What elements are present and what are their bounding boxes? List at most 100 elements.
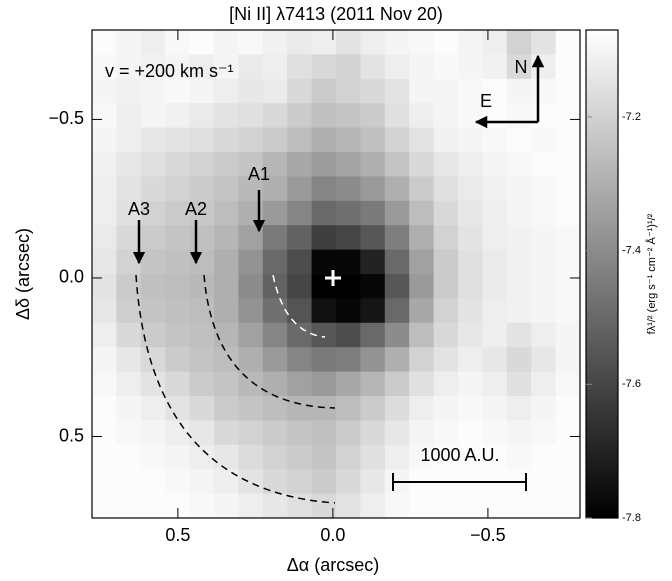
pixel [238,469,264,495]
pixel [238,396,264,421]
pixel [433,152,459,177]
pixel [92,78,117,104]
pixel [287,176,313,202]
pixel [336,78,361,104]
pixel [116,298,142,324]
pixel [140,249,166,275]
pixel [506,152,532,177]
pixel [458,176,483,202]
pixel [384,176,410,202]
pixel [287,493,313,519]
pixel [555,152,581,177]
pixel [555,249,581,275]
pixel [287,420,313,446]
pixel [384,347,410,373]
pixel [165,225,191,251]
pixel [506,322,532,348]
pixel [506,493,532,519]
pixel [140,371,166,397]
pixel [409,200,435,226]
pixel [214,176,239,202]
pixel [140,78,166,104]
pixel [311,444,337,470]
pixel [384,274,410,299]
pixel [384,54,410,80]
pixel [482,396,508,421]
pixel [433,200,459,226]
pixel [165,322,191,348]
pixel [506,30,532,55]
pixel [555,176,581,202]
pixel [287,322,313,348]
pixel [555,322,581,348]
pixel [92,322,117,348]
pixel [555,103,581,129]
pixel [116,176,142,202]
pixel [360,322,386,348]
pixel [360,103,386,129]
pixel [506,78,532,104]
pixel [140,152,166,177]
pixel [555,200,581,226]
pixel [165,298,191,324]
x-tick-label: 0.0 [320,525,345,545]
pixel [140,298,166,324]
pixel [189,322,215,348]
pixel [458,371,483,397]
pixel [433,127,459,153]
pixel [458,78,483,104]
pixel [92,347,117,373]
pixel [140,225,166,251]
pixel [531,274,557,299]
pixel [262,152,288,177]
pixel [531,396,557,421]
pixel [189,298,215,324]
a3-label: A3 [128,199,150,219]
colorbar-label: fλ¹/² (erg s⁻¹ cm⁻² Å⁻¹)¹/² [645,213,658,334]
pixel [116,54,142,80]
pixel [189,54,215,80]
pixel [92,249,117,275]
colorbar-tick-label: -7.4 [622,245,641,257]
pixel [336,493,361,519]
pixel [482,322,508,348]
pixel [555,78,581,104]
pixel [165,274,191,299]
pixel [287,78,313,104]
pixel [555,420,581,446]
pixel [360,225,386,251]
pixel [482,176,508,202]
pixel [409,322,435,348]
pixel [238,30,264,55]
pixel [214,103,239,129]
pixel [458,200,483,226]
pixel [116,396,142,421]
pixel [214,396,239,421]
pixel [531,176,557,202]
pixel [360,176,386,202]
pixel [189,420,215,446]
pixel [214,30,239,55]
pixel [458,444,483,470]
pixel [238,371,264,397]
pixel [92,469,117,495]
arc-a1 [272,274,326,338]
pixel [238,103,264,129]
pixel [262,347,288,373]
pixel [531,420,557,446]
pixel [482,152,508,177]
pixel [165,444,191,470]
pixel [531,30,557,55]
pixel [140,103,166,129]
pixel [92,396,117,421]
pixel [458,322,483,348]
pixel [214,200,239,226]
pixel [384,420,410,446]
x-axis-label: Δα (arcsec) [287,555,379,575]
pixel [140,493,166,519]
colorbar-tick-label: -7.6 [622,378,641,390]
pixel [384,396,410,421]
pixel [189,493,215,519]
pixel [189,347,215,373]
pixel [116,420,142,446]
